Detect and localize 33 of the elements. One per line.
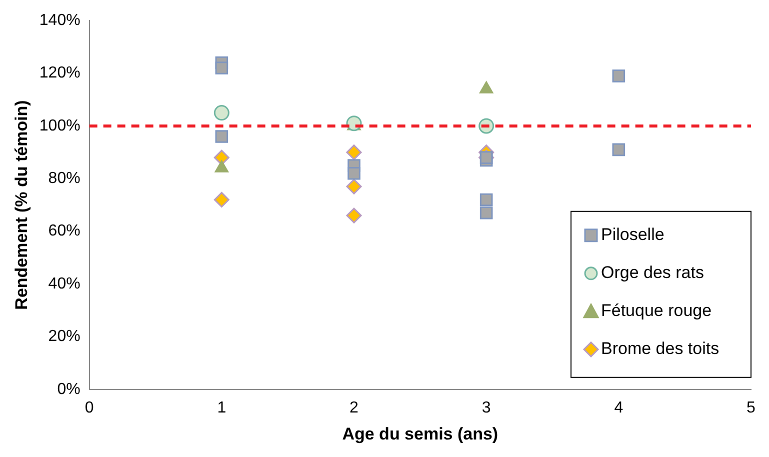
x-axis-title: Age du semis (ans) [342,424,498,444]
x-tick-label: 1 [217,399,226,416]
y-tick-label: 100% [39,117,80,134]
point [612,70,626,82]
point [215,130,228,143]
point [348,166,360,180]
x-tick-label: 2 [350,399,359,416]
legend-label: Orge des rats [601,263,704,282]
point [346,208,362,224]
point [214,150,230,166]
point [480,193,493,206]
x-tick-label: 0 [84,399,94,416]
x-tick-label: 5 [746,399,756,416]
point [612,143,626,156]
y-tick-label: 0% [57,380,80,398]
point [214,105,230,121]
y-tick-label: 80% [48,170,80,188]
legend-label: Piloselle [601,225,664,244]
point [480,206,493,220]
point [346,144,362,160]
y-tick-label: 120% [39,64,80,82]
y-tick-label: 60% [48,222,80,240]
point [215,62,228,74]
legend-label: Brome des toits [601,339,720,358]
y-tick-label: 40% [48,275,80,292]
legend-label: Fétuque rouge [601,301,712,320]
point [346,178,362,194]
y-tick-label: 20% [48,328,80,346]
y-axis-title: Rendement (% du témoin) [12,100,31,310]
y-tick-label: 140% [39,12,80,30]
x-tick-label: 3 [482,399,491,416]
x-tick-label: 4 [614,399,624,416]
point [214,192,230,208]
